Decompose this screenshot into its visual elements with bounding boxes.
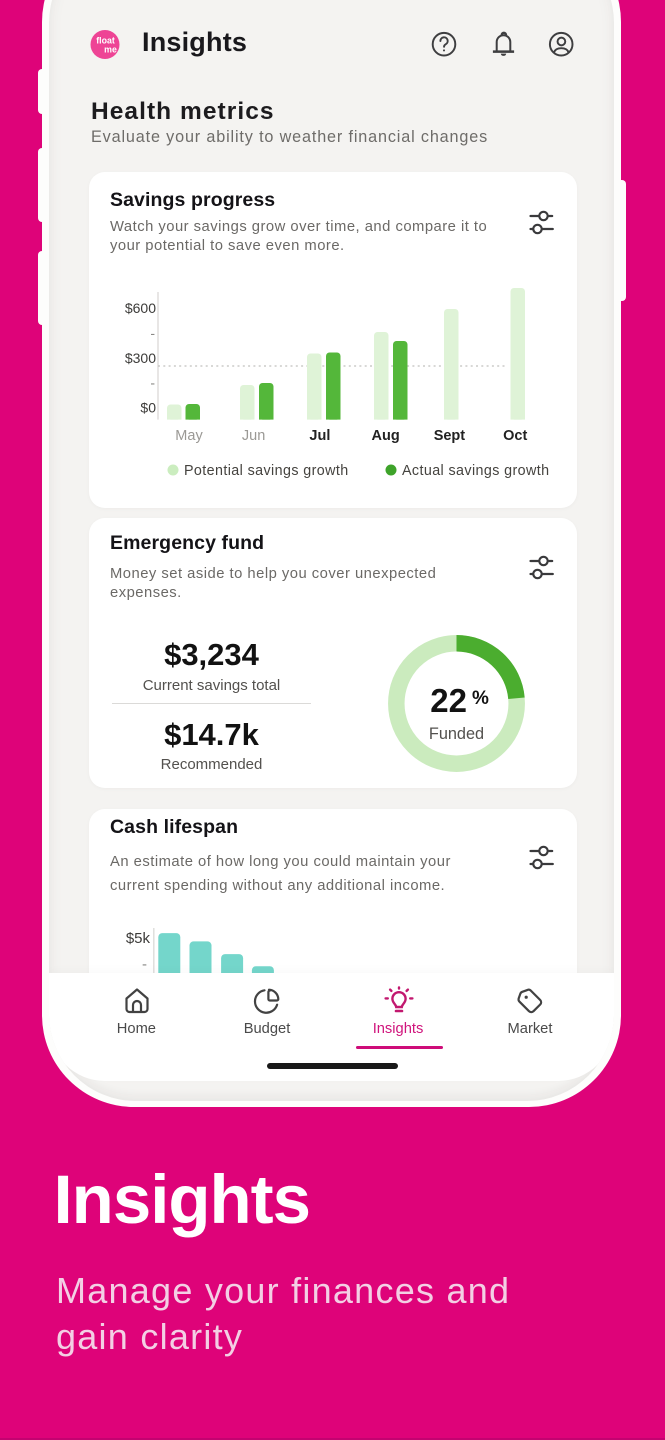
svg-text:me: me xyxy=(104,44,117,54)
svg-text:Aug: Aug xyxy=(372,428,400,444)
svg-text:$300: $300 xyxy=(125,350,156,366)
svg-text:Funded: Funded xyxy=(429,725,484,743)
svg-text:Potential savings growth: Potential savings growth xyxy=(184,463,349,479)
svg-text:Sept: Sept xyxy=(434,428,466,444)
svg-text:Oct: Oct xyxy=(503,428,527,444)
svg-text:Jun: Jun xyxy=(242,428,265,444)
svg-text:float: float xyxy=(96,35,115,45)
svg-text:$5k: $5k xyxy=(126,930,151,947)
svg-text:Jul: Jul xyxy=(309,428,330,444)
svg-text:$0: $0 xyxy=(140,399,156,415)
svg-text:May: May xyxy=(175,428,203,444)
svg-text:%: % xyxy=(472,688,489,709)
svg-text:-: - xyxy=(150,374,155,390)
svg-text:22: 22 xyxy=(430,682,467,719)
svg-text:$600: $600 xyxy=(125,300,156,316)
svg-text:-: - xyxy=(142,956,147,973)
svg-text:Actual savings growth: Actual savings growth xyxy=(402,463,549,479)
svg-text:-: - xyxy=(150,325,155,341)
